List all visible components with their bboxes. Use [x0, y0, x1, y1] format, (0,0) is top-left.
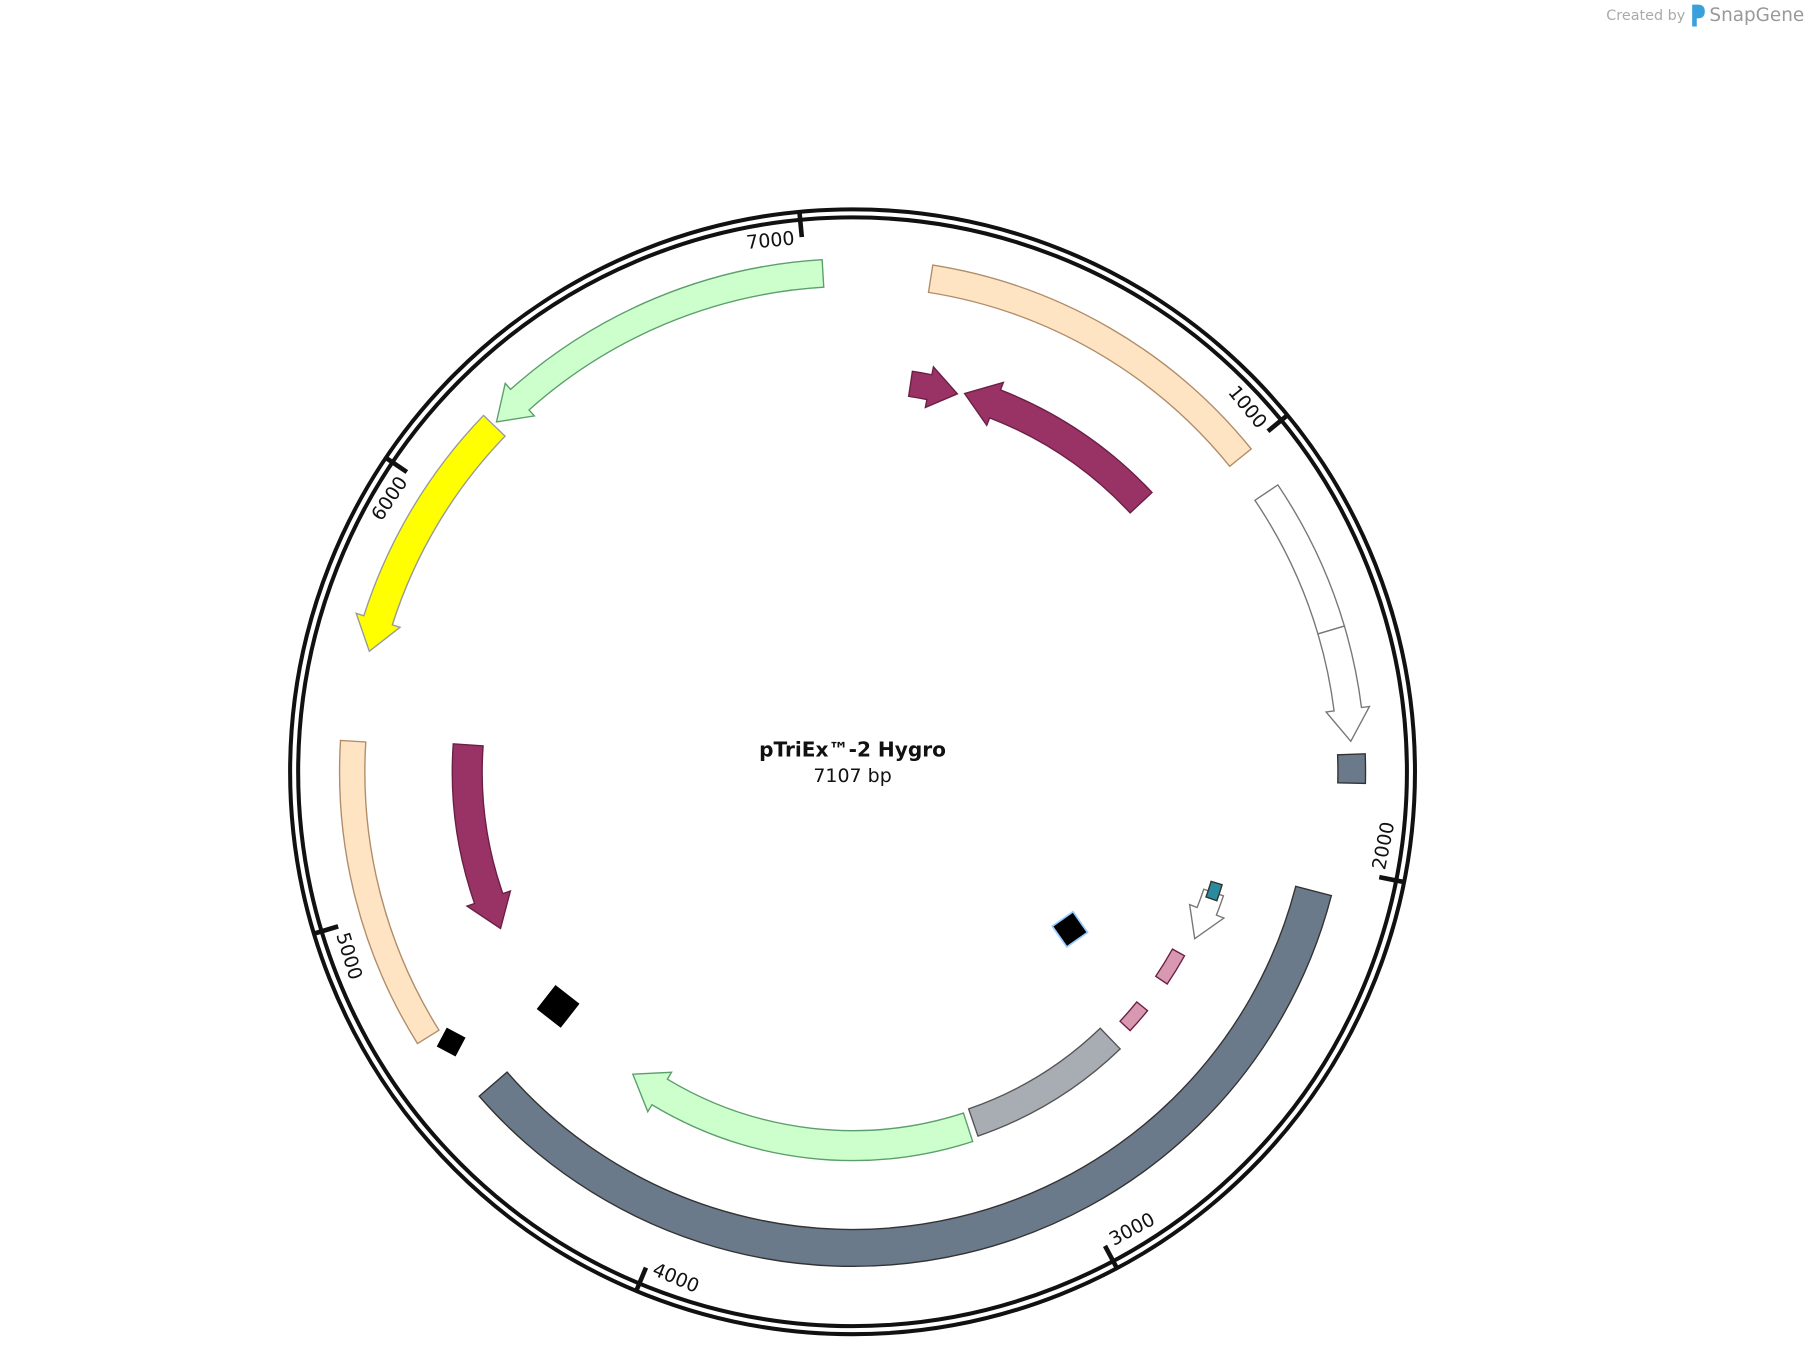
- feature-arrow: [355, 414, 507, 653]
- brand-name: SnapGene: [1709, 5, 1804, 26]
- feature-arrow: [963, 381, 1153, 514]
- feature-block: [1119, 1000, 1149, 1032]
- feature-block: [478, 885, 1333, 1268]
- tick-mark: [797, 210, 805, 238]
- feature-block: [1205, 880, 1223, 902]
- plasmid-length: 7107 bp: [813, 765, 891, 787]
- tick-mark: [1266, 412, 1290, 434]
- tick-label: 7000: [745, 227, 795, 253]
- backbone-outer: [288, 207, 1417, 1337]
- tick-mark: [1378, 874, 1406, 885]
- tick-mark: [1102, 1244, 1120, 1271]
- feature-block: [1336, 753, 1367, 785]
- feature-arrow: [631, 1071, 974, 1162]
- feature-arrow: [495, 258, 825, 423]
- feature-block: [927, 264, 1253, 468]
- credit-text: Created by: [1606, 8, 1686, 24]
- feature-block: [338, 739, 440, 1045]
- backbone-inner: [296, 215, 1409, 1329]
- feature-arrow: [451, 743, 512, 930]
- feature-arrow: [907, 365, 959, 409]
- feature-arrow: [1317, 625, 1371, 743]
- credit[interactable]: Created by SnapGene: [1606, 4, 1804, 27]
- tick-mark: [633, 1266, 649, 1293]
- tick-mark: [383, 455, 409, 474]
- brand-logo: [1692, 4, 1705, 27]
- feature-box: [1051, 910, 1089, 949]
- feature-block: [967, 1027, 1122, 1137]
- feature-block: [1154, 948, 1186, 985]
- feature-box: [434, 1025, 468, 1059]
- feature-box: [534, 982, 582, 1031]
- tick-mark: [312, 924, 339, 937]
- feature-arrow: [1188, 888, 1226, 940]
- plasmid-name: pTriEx™-2 Hygro: [759, 738, 946, 762]
